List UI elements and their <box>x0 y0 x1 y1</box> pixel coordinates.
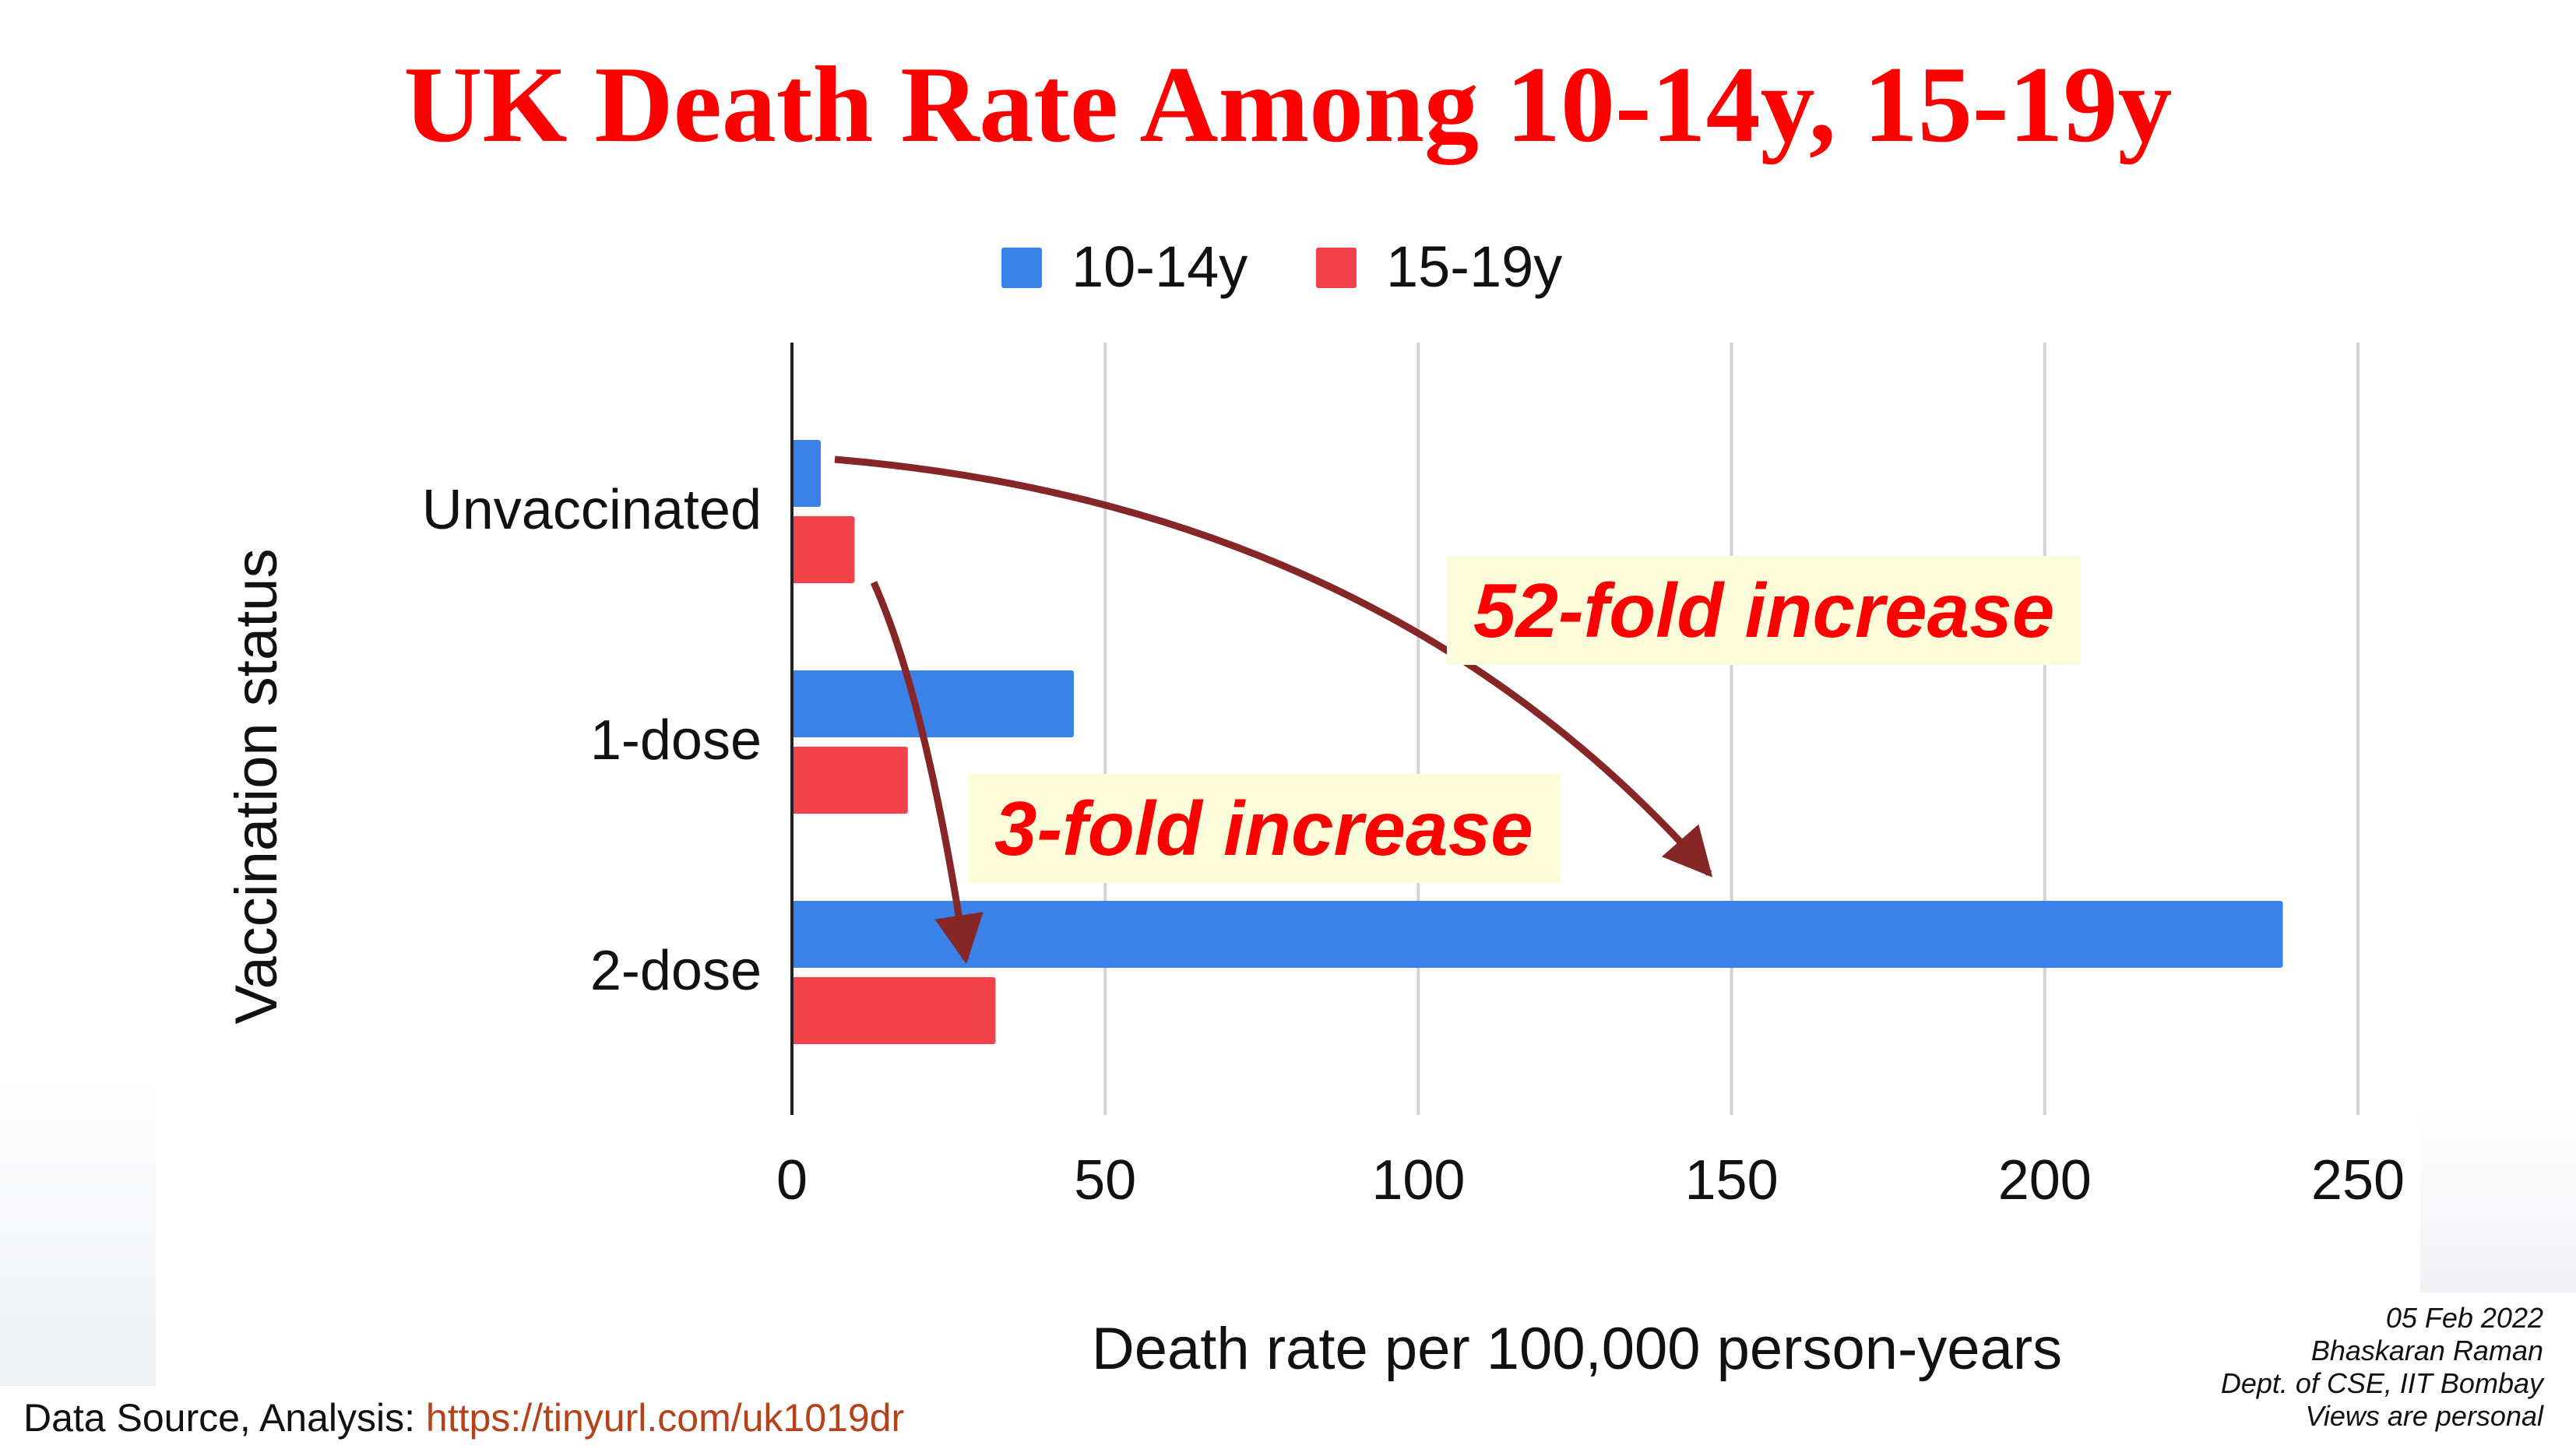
bar-2-dose-10-14y <box>792 901 2283 968</box>
credit-author: Bhaskaran Raman <box>2310 1335 2543 1366</box>
category-label-2-dose: 2-dose <box>590 940 762 1002</box>
credit-affiliation: Dept. of CSE, IIT Bombay <box>2220 1367 2543 1399</box>
annotation-3-fold: 3-fold increase <box>968 774 1560 883</box>
background-shade-left <box>0 1074 156 1386</box>
credits-block: 05 Feb 2022 Bhaskaran Raman Dept. of CSE… <box>2221 1302 2543 1433</box>
legend-label-10-14y: 10-14y <box>1072 234 1248 299</box>
background-shade-right <box>2420 1106 2576 1292</box>
x-axis-title: Death rate per 100,000 person-years <box>1092 1316 2062 1382</box>
credit-date: 05 Feb 2022 <box>2385 1302 2543 1334</box>
annotation-52-fold: 52-fold increase <box>1447 556 2082 665</box>
credit-disclaimer: Views are personal <box>2305 1400 2543 1432</box>
x-tick-label-100: 100 <box>1371 1149 1465 1212</box>
x-tick-label-200: 200 <box>1998 1149 2092 1212</box>
bar-2-dose-15-19y <box>792 977 996 1044</box>
category-label-1-dose: 1-dose <box>590 709 762 772</box>
legend-swatch-15-19y <box>1316 248 1357 288</box>
slide-title: UK Death Rate Among 10-14y, 15-19y <box>403 44 2173 165</box>
x-tick-label-0: 0 <box>776 1149 808 1212</box>
arrow-3-fold <box>870 581 984 965</box>
arrow-52-fold <box>834 455 1713 877</box>
category-label-unvaccinated: Unvaccinated <box>422 479 762 541</box>
bar-unvaccinated-10-14y <box>792 440 822 507</box>
legend-swatch-10-14y <box>1001 248 1042 288</box>
x-tick-label-50: 50 <box>1074 1149 1136 1212</box>
data-source: Data Source, Analysis: https://tinyurl.c… <box>23 1392 904 1444</box>
data-source-label: Data Source, Analysis: <box>23 1396 426 1440</box>
legend-label-15-19y: 15-19y <box>1386 234 1562 299</box>
bar-1-dose-15-19y <box>792 747 908 814</box>
y-axis-title: Vaccination status <box>223 548 290 1024</box>
data-source-link[interactable]: https://tinyurl.com/uk1019dr <box>425 1396 905 1440</box>
x-tick-label-150: 150 <box>1685 1149 1779 1212</box>
bar-unvaccinated-15-19y <box>792 516 855 583</box>
bar-1-dose-10-14y <box>792 670 1074 737</box>
x-tick-label-250: 250 <box>2311 1149 2405 1212</box>
